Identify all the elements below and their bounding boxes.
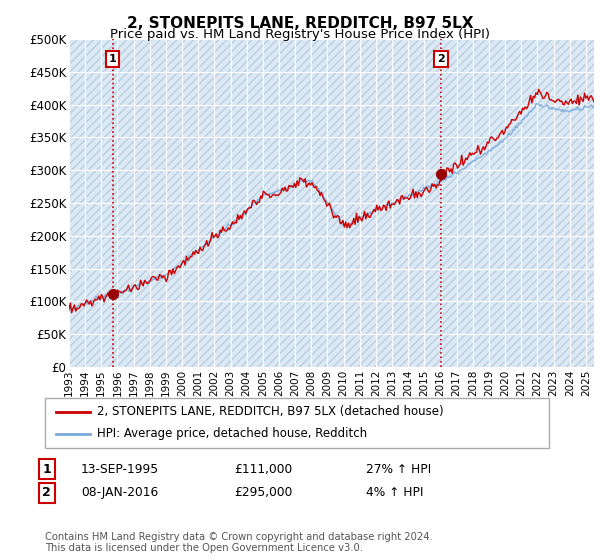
Text: 2, STONEPITS LANE, REDDITCH, B97 5LX (detached house): 2, STONEPITS LANE, REDDITCH, B97 5LX (de… [97, 405, 444, 418]
Text: 08-JAN-2016: 08-JAN-2016 [81, 486, 158, 500]
Text: Contains HM Land Registry data © Crown copyright and database right 2024.
This d: Contains HM Land Registry data © Crown c… [45, 531, 433, 553]
Text: 1: 1 [109, 54, 116, 64]
Text: Price paid vs. HM Land Registry's House Price Index (HPI): Price paid vs. HM Land Registry's House … [110, 28, 490, 41]
Text: 2, STONEPITS LANE, REDDITCH, B97 5LX: 2, STONEPITS LANE, REDDITCH, B97 5LX [127, 16, 473, 31]
Text: 4% ↑ HPI: 4% ↑ HPI [366, 486, 424, 500]
Text: 27% ↑ HPI: 27% ↑ HPI [366, 463, 431, 476]
Text: 2: 2 [43, 486, 51, 500]
Text: 1: 1 [43, 463, 51, 476]
Text: 2: 2 [437, 54, 445, 64]
Text: 13-SEP-1995: 13-SEP-1995 [81, 463, 159, 476]
Text: £295,000: £295,000 [234, 486, 292, 500]
Text: HPI: Average price, detached house, Redditch: HPI: Average price, detached house, Redd… [97, 427, 367, 440]
Text: £111,000: £111,000 [234, 463, 292, 476]
